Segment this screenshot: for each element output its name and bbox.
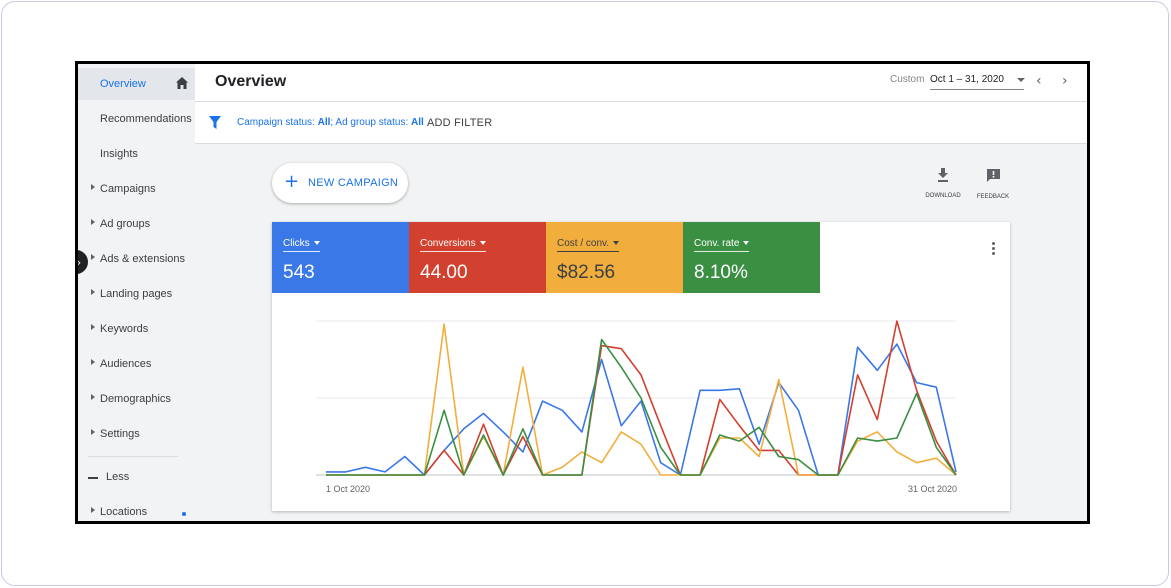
sidebar-item-demographics[interactable]: Demographics: [78, 383, 195, 415]
caret-right-icon: [91, 429, 95, 435]
dropdown-arrow-icon: [479, 241, 486, 246]
sidebar-item-insights[interactable]: Insights: [78, 138, 195, 170]
main-content: + NEW CAMPAIGN DOWNLOAD FEEDBACK Clicks 5…: [195, 144, 1087, 521]
more-options-icon[interactable]: [988, 242, 998, 258]
metric-label[interactable]: Conversions: [420, 238, 486, 252]
sidebar-item-label: Overview: [100, 78, 146, 90]
filter-bar: Campaign status: All; Ad group status: A…: [195, 102, 1087, 144]
sidebar-item-label: Campaigns: [100, 183, 156, 195]
app-window: Overview Recommendations Insights Campaigns…: [75, 61, 1090, 524]
caret-right-icon: [91, 507, 95, 513]
sidebar-item-recommendations[interactable]: Recommendations: [78, 103, 195, 135]
metric-value: 44.00: [420, 262, 468, 283]
collapse-sidebar-button[interactable]: ›: [76, 250, 88, 274]
metric-label[interactable]: Conv. rate: [694, 238, 750, 252]
feedback-icon: [986, 169, 1000, 182]
chevron-left-icon[interactable]: ‹: [1036, 73, 1042, 89]
series-line-clicks: [326, 343, 957, 476]
sidebar-item-label: Demographics: [100, 393, 171, 405]
caret-right-icon: [91, 324, 95, 330]
caret-right-icon: [91, 359, 95, 365]
page-title: Overview: [215, 73, 287, 90]
metric-value: 8.10%: [694, 262, 748, 283]
download-label: DOWNLOAD: [925, 193, 961, 199]
new-campaign-button[interactable]: + NEW CAMPAIGN: [272, 163, 408, 203]
sidebar-item-label: Ads & extensions: [100, 253, 185, 265]
sidebar-divider: [88, 456, 178, 457]
series-line-conversions: [326, 320, 957, 476]
date-custom-label: Custom: [890, 74, 925, 85]
metric-label[interactable]: Clicks: [283, 238, 320, 252]
series-line-cost-conv: [326, 323, 957, 476]
caret-right-icon: [91, 219, 95, 225]
x-tick-end: 31 Oct 2020: [908, 484, 958, 494]
sidebar-item-settings[interactable]: Settings: [78, 418, 195, 450]
sidebar-item-ad-groups[interactable]: Ad groups: [78, 208, 195, 240]
sidebar-item-label: Settings: [100, 428, 140, 440]
sidebar: Overview Recommendations Insights Campaigns…: [78, 64, 195, 521]
sidebar-item-label: Audiences: [100, 358, 152, 370]
less-toggle[interactable]: Less: [78, 461, 195, 493]
new-indicator-dot: [182, 512, 186, 516]
metric-tile-conversions[interactable]: Conversions 44.00: [409, 222, 546, 293]
caret-right-icon: [91, 289, 95, 295]
sidebar-item-label: Landing pages: [100, 288, 173, 300]
plus-icon: +: [284, 171, 300, 192]
metric-tile-clicks[interactable]: Clicks 543: [272, 222, 409, 293]
sidebar-item-locations[interactable]: Locations: [78, 496, 195, 521]
sidebar-item-label: Ad groups: [100, 218, 151, 230]
sidebar-item-campaigns[interactable]: Campaigns: [78, 173, 195, 205]
caret-right-icon: [91, 394, 95, 400]
home-icon: [176, 77, 188, 89]
sidebar-item-label: Recommendations: [100, 113, 192, 125]
caret-right-icon: [91, 184, 95, 190]
chevron-right-icon[interactable]: ›: [1062, 73, 1068, 89]
new-campaign-label: NEW CAMPAIGN: [308, 177, 399, 189]
less-label: Less: [106, 471, 130, 483]
minus-icon: [88, 477, 98, 479]
download-button[interactable]: DOWNLOAD: [918, 168, 968, 199]
page-header: Overview Custom Oct 1 – 31, 2020 ‹ ›: [195, 64, 1087, 102]
metric-value: $82.56: [557, 262, 616, 283]
sidebar-item-audiences[interactable]: Audiences: [78, 348, 195, 380]
metric-tile-cost-per-conversion[interactable]: Cost / conv. $82.56: [546, 222, 683, 293]
sidebar-item-keywords[interactable]: Keywords: [78, 313, 195, 345]
date-range-selector[interactable]: Oct 1 – 31, 2020: [930, 74, 1024, 90]
sidebar-item-label: Insights: [100, 148, 138, 160]
dropdown-arrow-icon: [743, 241, 750, 246]
dropdown-arrow-icon[interactable]: [1017, 78, 1025, 82]
download-icon: [938, 168, 948, 182]
sidebar-item-overview[interactable]: Overview: [78, 68, 195, 100]
filter-icon[interactable]: [209, 116, 221, 130]
caret-right-icon: [91, 254, 95, 260]
active-filters[interactable]: Campaign status: All; Ad group status: A…: [237, 117, 424, 128]
chevron-right-icon: ›: [76, 255, 82, 269]
sidebar-item-label: Keywords: [100, 323, 149, 335]
performance-chart-card: Clicks 543 Conversions 44.00 Cost / conv. $82…: [272, 222, 1010, 511]
metric-tile-conversion-rate[interactable]: Conv. rate 8.10%: [683, 222, 820, 293]
sidebar-item-label: Locations: [100, 506, 148, 518]
metric-label[interactable]: Cost / conv.: [557, 238, 620, 252]
sidebar-item-landing-pages[interactable]: Landing pages: [78, 278, 195, 310]
performance-line-chart: [316, 320, 957, 476]
dropdown-arrow-icon: [613, 241, 620, 246]
add-filter-button[interactable]: ADD FILTER: [427, 117, 493, 129]
series-line-conv-rate: [326, 338, 957, 476]
feedback-label: FEEDBACK: [976, 194, 1010, 200]
feedback-button[interactable]: FEEDBACK: [968, 168, 1018, 200]
dropdown-arrow-icon: [313, 241, 320, 246]
x-tick-start: 1 Oct 2020: [326, 484, 371, 494]
metric-value: 543: [283, 262, 315, 283]
sidebar-item-ads-extensions[interactable]: Ads & extensions: [78, 243, 195, 275]
